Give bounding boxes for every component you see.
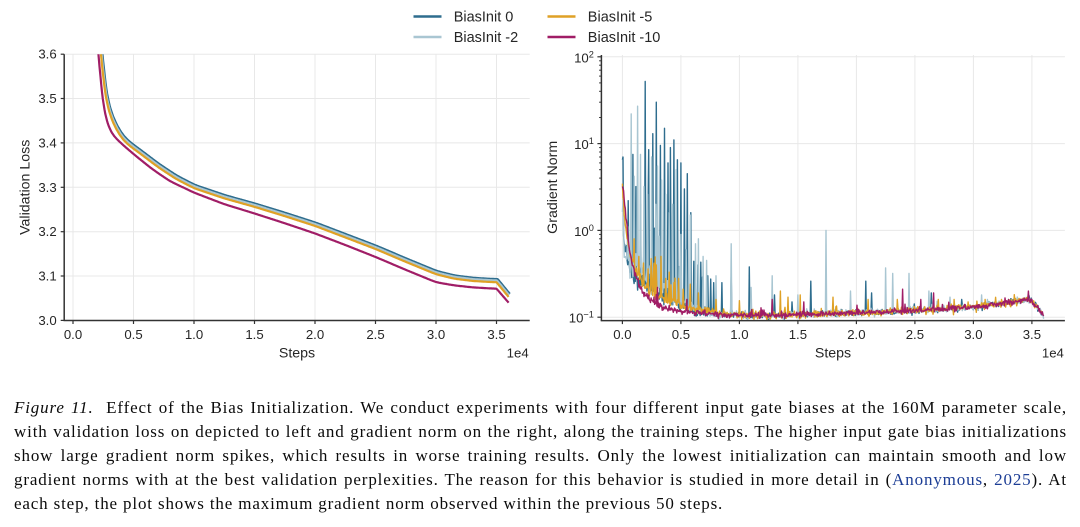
- svg-text:0.0: 0.0: [64, 327, 82, 342]
- svg-text:BiasInit -10: BiasInit -10: [588, 30, 661, 46]
- svg-text:2.0: 2.0: [847, 327, 865, 342]
- svg-text:3.3: 3.3: [38, 180, 56, 195]
- svg-text:101: 101: [574, 136, 594, 152]
- svg-text:10−1: 10−1: [569, 310, 594, 326]
- svg-text:3.2: 3.2: [38, 224, 56, 239]
- svg-text:2.5: 2.5: [366, 327, 384, 342]
- svg-text:3.6: 3.6: [38, 47, 56, 62]
- svg-text:3.1: 3.1: [38, 269, 56, 284]
- svg-text:1e4: 1e4: [507, 346, 529, 361]
- svg-text:0.0: 0.0: [613, 327, 631, 342]
- svg-text:0.5: 0.5: [124, 327, 142, 342]
- svg-text:1.0: 1.0: [730, 327, 748, 342]
- svg-text:3.0: 3.0: [38, 313, 56, 328]
- svg-text:1e4: 1e4: [1042, 346, 1064, 361]
- svg-text:Validation Loss: Validation Loss: [18, 140, 34, 235]
- svg-text:2.0: 2.0: [306, 327, 324, 342]
- svg-text:3.5: 3.5: [1023, 327, 1041, 342]
- svg-text:3.4: 3.4: [38, 135, 56, 150]
- svg-text:BiasInit -5: BiasInit -5: [588, 9, 652, 25]
- svg-text:1.5: 1.5: [789, 327, 807, 342]
- svg-text:1.0: 1.0: [185, 327, 203, 342]
- svg-text:BiasInit -2: BiasInit -2: [454, 30, 518, 46]
- svg-text:Steps: Steps: [279, 346, 315, 362]
- svg-text:2.5: 2.5: [906, 327, 924, 342]
- svg-text:Gradient Norm: Gradient Norm: [545, 141, 561, 234]
- svg-text:Steps: Steps: [815, 346, 851, 362]
- svg-text:0.5: 0.5: [672, 327, 690, 342]
- svg-text:102: 102: [574, 49, 594, 65]
- svg-text:100: 100: [574, 223, 594, 239]
- svg-text:3.0: 3.0: [964, 327, 982, 342]
- svg-text:1.5: 1.5: [245, 327, 263, 342]
- svg-text:3.5: 3.5: [38, 91, 56, 106]
- svg-text:3.5: 3.5: [487, 327, 505, 342]
- svg-text:3.0: 3.0: [427, 327, 445, 342]
- svg-text:BiasInit 0: BiasInit 0: [454, 9, 514, 25]
